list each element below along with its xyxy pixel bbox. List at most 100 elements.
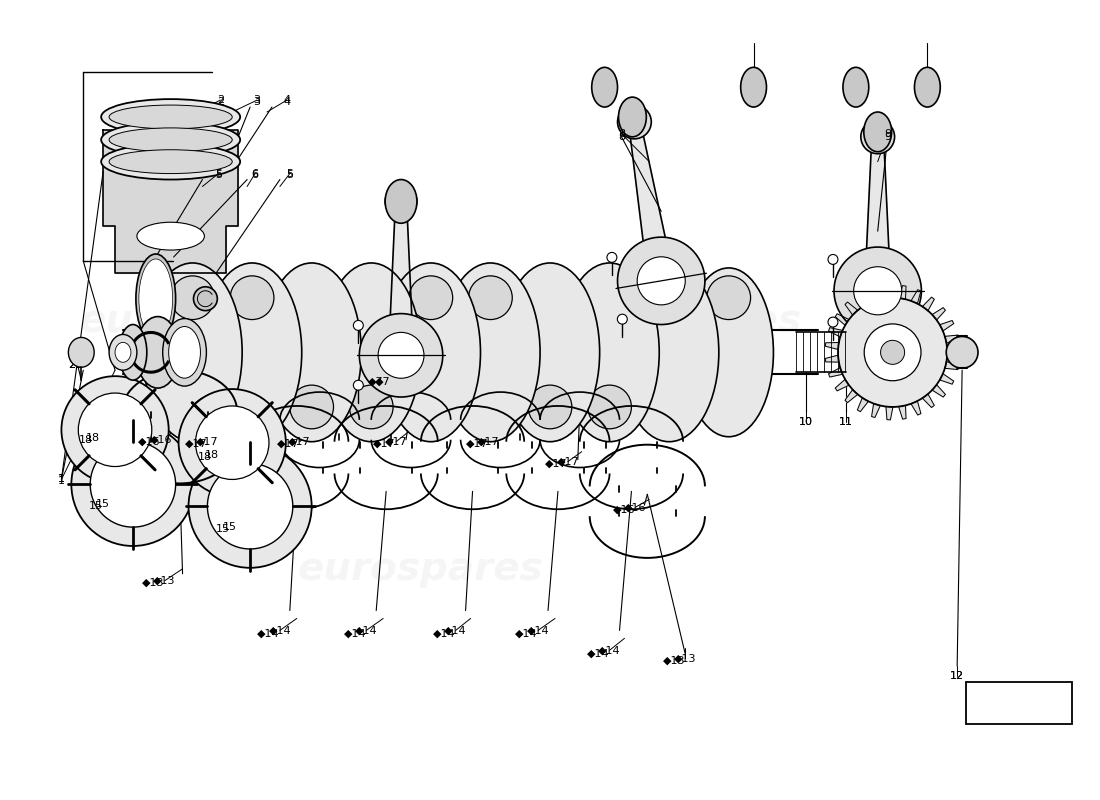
Ellipse shape <box>382 263 481 442</box>
Ellipse shape <box>136 254 176 343</box>
Polygon shape <box>628 121 674 283</box>
Text: 5: 5 <box>214 169 222 178</box>
Polygon shape <box>886 406 893 420</box>
Polygon shape <box>911 401 921 415</box>
Text: 1: 1 <box>58 477 65 486</box>
Text: ◆14: ◆14 <box>527 626 549 635</box>
Circle shape <box>90 442 176 527</box>
Circle shape <box>607 253 617 262</box>
Ellipse shape <box>619 263 718 442</box>
Text: 2: 2 <box>217 97 224 107</box>
Circle shape <box>617 105 651 139</box>
Polygon shape <box>835 314 849 326</box>
Text: 1: 1 <box>58 474 65 485</box>
Text: 15: 15 <box>223 522 238 532</box>
Circle shape <box>393 194 409 210</box>
Text: 15: 15 <box>217 524 230 534</box>
Circle shape <box>838 298 947 407</box>
Text: 6: 6 <box>252 169 258 178</box>
Ellipse shape <box>143 263 242 442</box>
FancyBboxPatch shape <box>966 682 1072 724</box>
Text: ◆14: ◆14 <box>433 628 455 638</box>
Text: ◆17: ◆17 <box>288 437 311 446</box>
Text: 10: 10 <box>800 417 813 427</box>
Text: 8: 8 <box>618 132 625 142</box>
Polygon shape <box>923 394 934 407</box>
Circle shape <box>385 186 417 218</box>
Ellipse shape <box>68 338 95 367</box>
Text: eurospares: eurospares <box>79 302 326 339</box>
Circle shape <box>78 393 152 466</box>
Polygon shape <box>857 293 868 307</box>
Circle shape <box>208 463 293 549</box>
Text: ◆14: ◆14 <box>444 626 468 635</box>
Text: ◆7: ◆7 <box>367 377 383 387</box>
Polygon shape <box>886 285 893 298</box>
Circle shape <box>178 389 286 496</box>
Text: ◆17: ◆17 <box>557 457 580 466</box>
Polygon shape <box>103 130 239 273</box>
Circle shape <box>637 257 685 305</box>
Ellipse shape <box>321 263 421 442</box>
Polygon shape <box>825 355 839 362</box>
Ellipse shape <box>684 268 773 437</box>
Text: ◆17: ◆17 <box>185 438 208 449</box>
Text: ◆14: ◆14 <box>516 628 538 638</box>
Circle shape <box>188 445 311 568</box>
Polygon shape <box>825 342 839 350</box>
Text: 5: 5 <box>214 170 222 179</box>
Ellipse shape <box>500 263 600 442</box>
Circle shape <box>869 128 887 146</box>
Text: 15: 15 <box>89 502 103 511</box>
Polygon shape <box>932 308 945 320</box>
Text: 19: 19 <box>177 360 191 370</box>
Text: 3: 3 <box>253 97 261 107</box>
Text: 21: 21 <box>116 358 130 367</box>
Polygon shape <box>388 202 414 355</box>
Circle shape <box>62 376 168 483</box>
Text: ◆13: ◆13 <box>142 578 165 588</box>
Ellipse shape <box>116 342 131 362</box>
Circle shape <box>587 385 631 429</box>
Text: 10: 10 <box>800 417 813 427</box>
Circle shape <box>828 254 838 265</box>
Ellipse shape <box>109 334 136 370</box>
Polygon shape <box>939 374 954 384</box>
Circle shape <box>647 276 691 319</box>
Text: ◆16: ◆16 <box>150 434 172 445</box>
Polygon shape <box>945 335 959 343</box>
Ellipse shape <box>136 317 179 388</box>
Circle shape <box>881 340 904 364</box>
Text: 4: 4 <box>284 95 290 105</box>
Text: ◆13: ◆13 <box>662 655 685 665</box>
Polygon shape <box>911 290 921 304</box>
Text: autospares: autospares <box>557 302 802 339</box>
Circle shape <box>861 120 894 154</box>
Text: 21: 21 <box>116 358 130 367</box>
Ellipse shape <box>864 112 892 152</box>
Circle shape <box>353 380 363 390</box>
Text: 12: 12 <box>950 671 965 681</box>
Ellipse shape <box>441 263 540 442</box>
Ellipse shape <box>109 105 232 129</box>
Text: ◆16: ◆16 <box>139 437 161 446</box>
Text: 12: 12 <box>950 671 965 681</box>
Polygon shape <box>865 137 891 290</box>
Text: 18: 18 <box>198 452 212 462</box>
Polygon shape <box>947 349 960 356</box>
Circle shape <box>617 314 627 324</box>
Text: ◆14: ◆14 <box>257 628 279 638</box>
Polygon shape <box>923 297 934 310</box>
Circle shape <box>469 276 513 319</box>
Text: ◆14: ◆14 <box>343 628 366 638</box>
Polygon shape <box>871 403 880 418</box>
Circle shape <box>196 406 270 479</box>
Ellipse shape <box>946 337 978 368</box>
Text: 1: 1 <box>58 474 65 485</box>
Text: 4: 4 <box>284 97 290 107</box>
Ellipse shape <box>202 263 301 442</box>
Ellipse shape <box>618 97 647 137</box>
Polygon shape <box>845 390 858 402</box>
Ellipse shape <box>168 326 200 378</box>
Text: 11: 11 <box>839 417 853 427</box>
